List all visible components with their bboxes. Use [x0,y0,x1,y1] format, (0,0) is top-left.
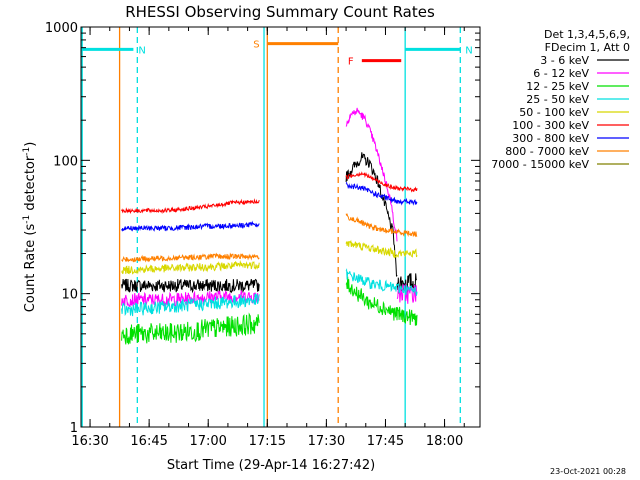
series-line-7-1 [346,214,417,237]
footer-timestamp: 23-Oct-2021 00:28 [550,467,626,476]
chart-title: RHESSI Observing Summary Count Rates [125,3,435,21]
legend-label-6: 300 - 800 keV [512,132,589,145]
y-tick-label-2: 100 [53,154,78,169]
x-tick-label-4: 17:30 [308,434,345,449]
x-tick-label-5: 17:45 [367,434,404,449]
y-axis-label: Count Rate (s-1 detector-1) [22,142,38,313]
series-line-0-0 [122,279,260,292]
legend-label-2: 12 - 25 keV [526,80,589,93]
series-6-12-kev [122,108,417,307]
series-50-100-kev [122,241,417,274]
legend-label-5: 100 - 300 keV [512,119,589,132]
series-line-6-1 [346,183,417,205]
legend-header-decimation: FDecim 1, Att 0 [545,41,630,54]
legend-label-3: 25 - 50 keV [526,93,589,106]
series-line-4-1 [346,241,417,257]
x-tick-label-0: 16:30 [71,434,108,449]
series-3-6-kev [122,152,417,293]
legend-label-4: 50 - 100 keV [519,106,589,119]
annotation-label-0: N [138,45,145,56]
series-line-0-1 [346,152,397,276]
series-line-5-0 [122,200,260,212]
annotation-label-2: S [253,40,259,51]
y-axis-label-detector: detector [23,155,38,215]
y-tick-label-0: 1 [70,421,78,436]
annotation-label-3: F [348,57,354,68]
legend-label-8: 7000 - 15000 keV [491,158,589,171]
series-line-7-0 [122,254,260,262]
x-tick-label-3: 17:15 [249,434,286,449]
x-tick-label-2: 17:00 [189,434,226,449]
series-line-5-1 [346,173,417,192]
series-800-7000-kev [122,214,417,262]
y-tick-label-1: 10 [61,288,78,303]
legend-label-7: 800 - 7000 keV [505,145,589,158]
annotation-label-1: N [465,45,472,56]
x-tick-label-6: 18:00 [426,434,463,449]
y-axis-label-exponent-2: -1 [22,147,32,156]
series-line-4-0 [122,262,260,274]
legend: Det 1,3,4,5,6,9, FDecim 1, Att 0 3 - 6 k… [491,28,630,171]
y-axis-label-main: Count Rate (s [23,224,38,313]
x-tick-label-1: 16:45 [130,434,167,449]
legend-header-detectors: Det 1,3,4,5,6,9, [544,28,630,41]
x-axis-label: Start Time (29-Apr-14 16:27:42) [167,458,375,473]
y-axis-label-exponent: -1 [22,215,32,224]
series-line-2-0 [122,314,260,344]
legend-label-0: 3 - 6 keV [540,54,589,67]
series-300-800-kev [122,183,417,231]
y-axis-label-close: ) [23,142,38,147]
plot-area: N N S F [81,27,473,427]
series-25-50-kev [122,270,417,316]
series-line-6-0 [122,222,260,230]
legend-label-1: 6 - 12 keV [533,67,589,80]
y-tick-label-3: 1000 [45,21,78,36]
